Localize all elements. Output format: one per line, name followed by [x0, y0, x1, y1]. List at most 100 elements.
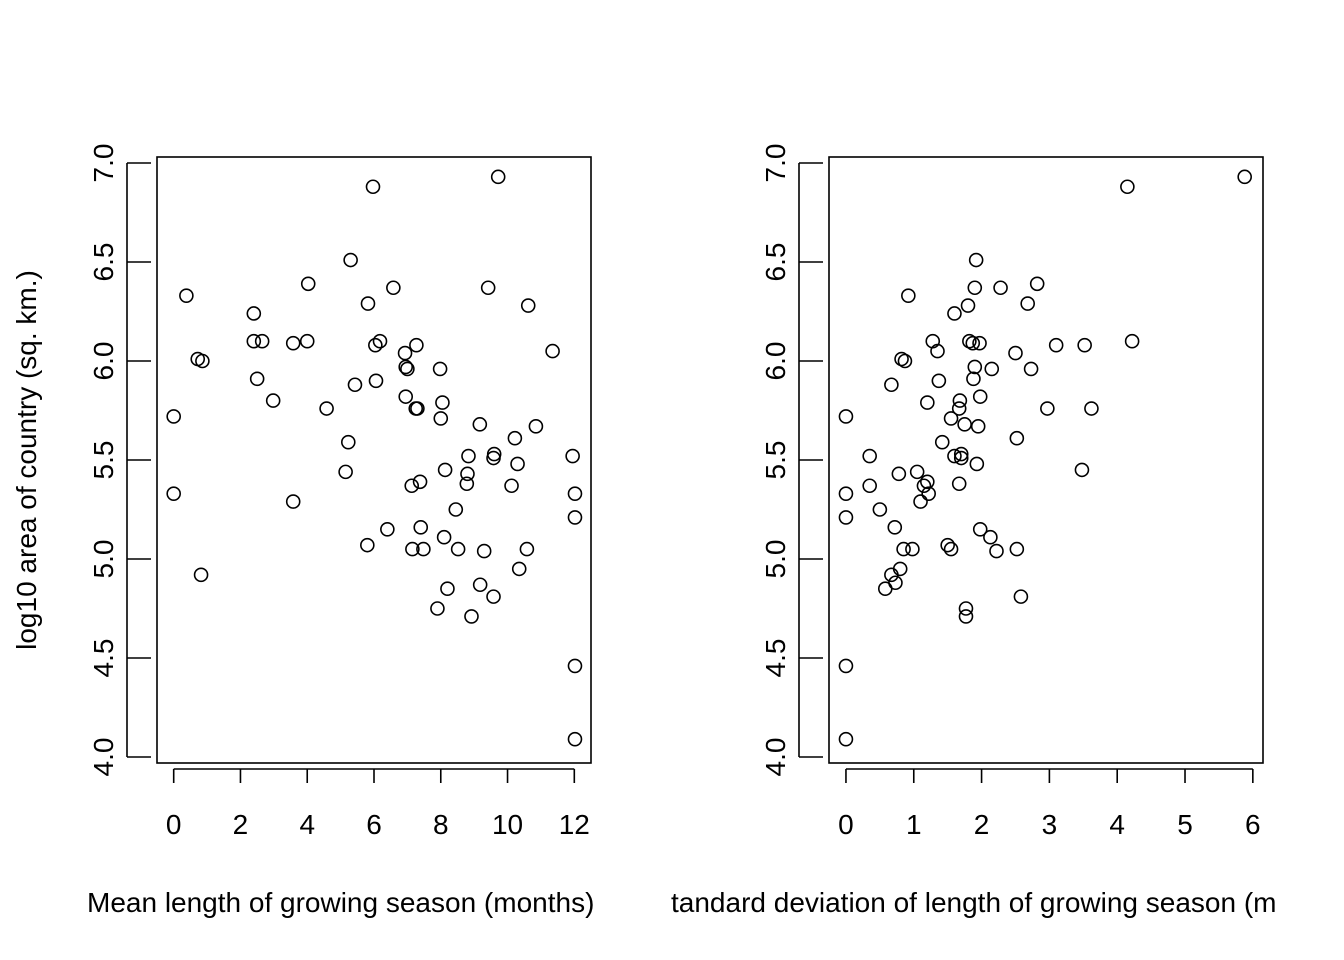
left-y-tick-label: 4.0: [88, 738, 119, 777]
left-data-point: [246, 306, 262, 321]
left-scatter-panel: 4.0 4.5 5.0 5.5 6.0 6.5 7.0 0 2 4 6 8 10 12 Mean len…: [11, 144, 594, 918]
left-data-point: [460, 466, 475, 482]
left-data-point: [300, 276, 316, 292]
right-data-point: [983, 529, 998, 545]
left-data-point: [195, 353, 210, 369]
right-data-point: [921, 486, 936, 501]
right-data-point: [943, 411, 959, 426]
right-data-point: [891, 466, 907, 482]
right-data-point: [838, 658, 854, 674]
right-data-point: [1040, 401, 1055, 416]
left-data-point: [365, 179, 381, 195]
right-y-tick-label: 5.0: [760, 540, 791, 579]
left-data-point: [398, 389, 414, 404]
right-data-point: [966, 371, 981, 387]
right-x-axis-title: tandard deviation of length of growing s…: [671, 887, 1277, 918]
left-data-point: [461, 448, 476, 464]
right-data-point: [887, 520, 903, 535]
left-x-tick-label: 8: [433, 809, 449, 840]
left-points: [166, 169, 583, 747]
right-data-point: [884, 567, 899, 583]
right-data-point: [896, 541, 911, 557]
left-data-point: [409, 337, 424, 353]
left-data-point: [432, 361, 448, 377]
left-data-point: [360, 537, 375, 553]
left-data-point: [448, 502, 464, 517]
left-data-point: [340, 434, 356, 450]
right-data-point: [1048, 337, 1064, 353]
left-data-point: [435, 395, 450, 410]
right-data-point: [909, 464, 925, 480]
right-data-point: [962, 333, 977, 349]
left-data-point: [510, 456, 525, 472]
left-data-point: [459, 476, 475, 492]
left-data-point: [405, 541, 420, 557]
left-data-point: [416, 541, 431, 557]
left-data-point: [440, 581, 455, 597]
right-data-point: [965, 335, 981, 351]
right-data-point: [947, 306, 962, 321]
right-data-point: [905, 541, 920, 557]
right-x-tick-label: 4: [1109, 809, 1125, 840]
right-data-point: [993, 280, 1008, 296]
left-data-point: [299, 333, 315, 349]
left-data-point: [343, 252, 358, 268]
right-data-point: [989, 543, 1004, 559]
left-data-point: [360, 296, 376, 311]
right-x-tick-label: 0: [838, 809, 854, 840]
right-data-point: [952, 393, 968, 408]
right-data-point: [953, 446, 969, 462]
right-data-point: [951, 476, 967, 492]
left-y-tick-label: 5.5: [88, 441, 119, 480]
right-y-tick-label: 6.0: [760, 342, 791, 381]
left-data-point: [528, 419, 544, 434]
left-y-tick-label: 6.5: [88, 243, 119, 282]
left-x-tick-label: 10: [492, 809, 523, 840]
left-data-point: [511, 561, 527, 577]
right-data-point: [967, 359, 983, 375]
left-data-point: [490, 169, 506, 185]
right-data-point: [913, 494, 928, 509]
right-x-tick-label: 2: [974, 809, 990, 840]
left-data-point: [472, 417, 488, 432]
right-data-point: [838, 510, 854, 525]
right-data-point: [969, 456, 985, 472]
left-data-point: [504, 478, 519, 494]
left-data-point: [480, 280, 496, 296]
left-data-point: [519, 541, 535, 557]
left-x-tick-label: 2: [233, 809, 249, 840]
left-data-point: [265, 393, 281, 408]
left-data-point: [347, 377, 363, 393]
right-data-point: [1124, 333, 1140, 349]
left-data-point: [368, 373, 384, 389]
right-data-point: [884, 377, 899, 393]
left-data-point: [472, 577, 488, 593]
left-data-point: [368, 337, 383, 353]
left-x-tick-label: 0: [166, 809, 182, 840]
right-data-point: [1009, 430, 1025, 446]
right-y-tick-label: 6.5: [760, 243, 791, 282]
right-data-point: [1074, 462, 1090, 478]
right-data-point: [930, 343, 945, 359]
right-data-point: [901, 288, 916, 303]
left-data-point: [545, 343, 560, 359]
left-y-tick-label: 5.0: [88, 540, 119, 579]
right-points: [838, 169, 1252, 747]
right-data-point: [934, 434, 950, 450]
left-data-point: [450, 541, 466, 557]
left-y-axis: 4.0 4.5 5.0 5.5 6.0 6.5 7.0: [88, 144, 151, 777]
right-data-point: [953, 450, 969, 466]
left-x-tick-label: 6: [366, 809, 382, 840]
left-data-point: [380, 521, 395, 537]
right-data-point: [1013, 589, 1029, 604]
right-data-point: [984, 361, 1000, 377]
right-data-point: [972, 389, 988, 404]
left-data-point: [476, 543, 492, 559]
left-data-point: [319, 401, 334, 416]
right-data-point: [916, 478, 932, 494]
right-data-point: [1023, 361, 1039, 377]
left-data-point: [398, 359, 414, 375]
left-data-point: [436, 529, 452, 545]
left-data-point: [520, 298, 536, 313]
